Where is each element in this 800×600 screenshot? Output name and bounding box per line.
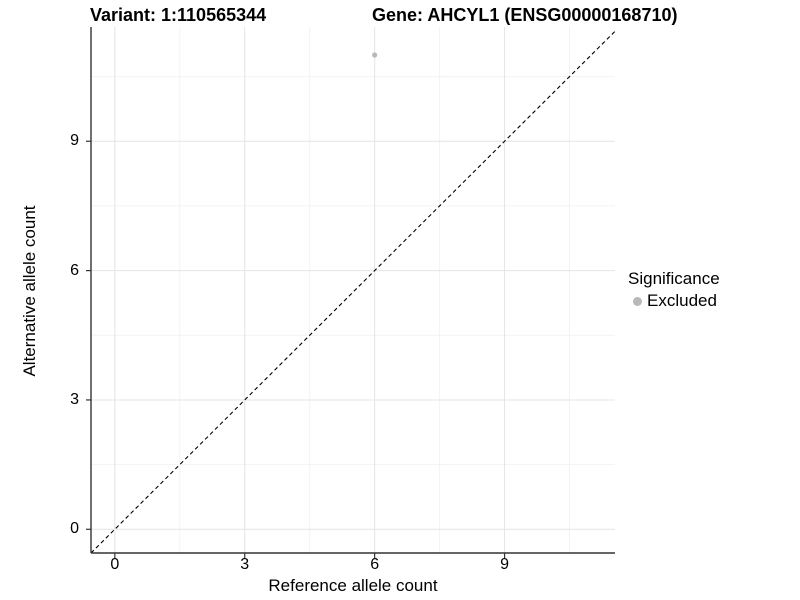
variant-title: Variant: 1:110565344: [90, 5, 267, 25]
x-tick-label: 9: [500, 556, 510, 573]
x-tick-label: 0: [110, 556, 120, 573]
y-axis-title: Alternative allele count: [20, 205, 39, 377]
gene-title: Gene: AHCYL1 (ENSG00000168710): [372, 5, 678, 25]
legend-item-label: Excluded: [647, 291, 717, 310]
legend: Significance Excluded: [628, 268, 720, 311]
data-point: [372, 52, 378, 58]
x-tick-label: 6: [370, 556, 380, 573]
legend-title: Significance: [628, 269, 720, 288]
x-tick-label: 3: [240, 556, 250, 573]
excluded-point-swatch-icon: [633, 296, 642, 306]
y-tick-label: 9: [70, 132, 79, 150]
y-tick-label: 6: [70, 261, 79, 279]
y-tick-label: 3: [70, 390, 79, 408]
y-tick-label: 0: [70, 520, 79, 538]
legend-item-excluded: Excluded: [628, 291, 720, 311]
identity-dashed-line: [90, 30, 616, 554]
x-axis-title: Reference allele count: [268, 576, 438, 595]
